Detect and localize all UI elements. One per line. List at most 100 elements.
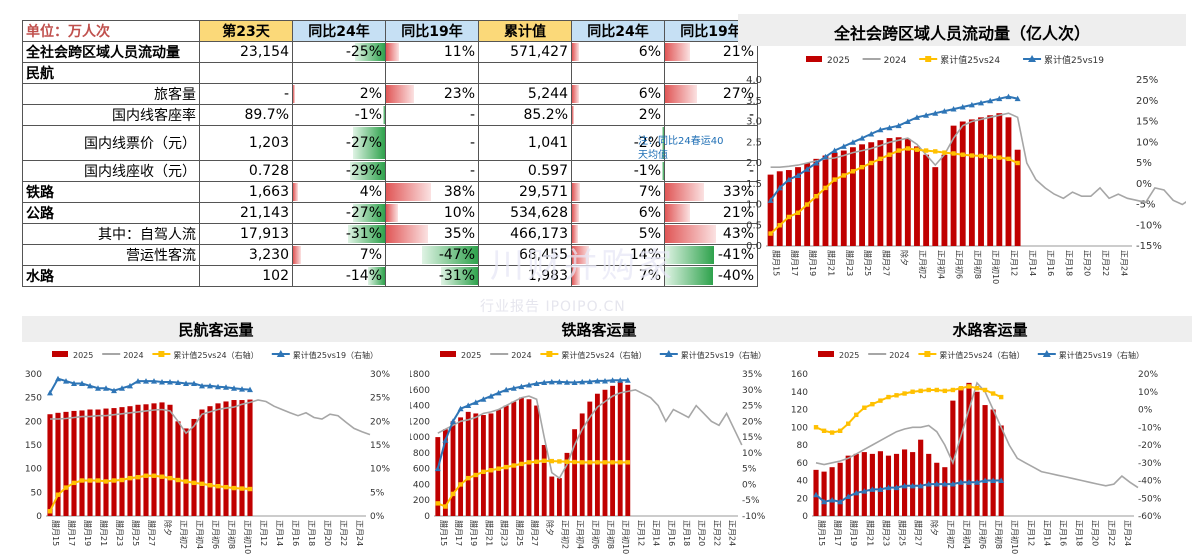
row-label: 国内线座收（元） <box>22 160 200 182</box>
bar-2025 <box>239 400 245 516</box>
bar-2025 <box>602 389 608 516</box>
x-tick: 正月初4 <box>962 520 972 549</box>
marker-vs19 <box>859 135 866 141</box>
table-cell: 0.728 <box>199 160 293 182</box>
bar-2025 <box>767 174 774 246</box>
marker-vs19 <box>901 482 908 489</box>
x-tick: 腊月27 <box>914 520 923 546</box>
bar-2025 <box>587 401 593 516</box>
cell-value: -14% <box>345 268 382 284</box>
chart-title: 水路客运量 <box>952 321 1027 339</box>
x-tick: 正月22 <box>339 520 348 546</box>
table-cell: -40% <box>664 265 758 287</box>
table-cell: 6% <box>571 202 665 224</box>
x-tick: 腊月15 <box>817 520 826 546</box>
table-cell: - <box>385 104 479 126</box>
bar-2025 <box>974 391 980 516</box>
x-tick: 正月初8 <box>606 520 616 549</box>
bar-2025 <box>877 451 884 516</box>
cell-value: 534,628 <box>510 205 568 221</box>
x-tick: 正月初8 <box>994 520 1004 549</box>
bar-2025 <box>541 445 547 516</box>
table-row: 营运性客流 3,230 7% -47% 68,455 14% -41% <box>22 244 758 266</box>
marker-yoy24 <box>951 151 956 156</box>
cell-value: 0.728 <box>248 163 289 179</box>
x-tick: 正月初6 <box>955 250 965 279</box>
table-cell: 35% <box>385 223 479 245</box>
marker-vs19 <box>909 482 916 489</box>
bar-2025 <box>518 397 524 516</box>
x-tick: 正月初4 <box>195 520 205 549</box>
table-cell: 68,455 <box>478 244 572 266</box>
marker-vs19 <box>932 110 939 116</box>
y2-tick: -60% <box>1138 512 1162 522</box>
cell-value: -40% <box>717 268 754 284</box>
data-bar <box>293 85 296 103</box>
bar-2025 <box>549 476 555 516</box>
table-cell: 10% <box>385 202 479 224</box>
col-header: 同比24年 <box>292 20 386 42</box>
marker-vs19 <box>143 378 149 384</box>
bar-2025 <box>822 155 829 246</box>
marker-yoy24 <box>63 485 69 490</box>
marker-yoy24 <box>923 148 929 153</box>
legend-label: 2024 <box>511 351 531 360</box>
data-bar <box>421 246 478 264</box>
marker-yoy24 <box>837 428 843 433</box>
y-tick: 140 <box>791 388 808 398</box>
marker-yoy24 <box>990 391 996 396</box>
x-tick: 正月初2 <box>946 520 956 549</box>
marker-yoy24 <box>933 149 938 154</box>
legend-swatch <box>818 351 834 357</box>
y-tick: 400 <box>413 480 430 490</box>
table-cell: 6% <box>571 83 665 105</box>
x-tick: 腊月25 <box>515 520 524 546</box>
bar-2025 <box>71 410 77 516</box>
table-cell: 21,143 <box>199 202 293 224</box>
marker-vs19 <box>941 108 948 114</box>
marker-yoy24 <box>969 153 975 158</box>
legend-marker <box>1028 55 1037 62</box>
bar-2025 <box>135 404 141 516</box>
marker-yoy24 <box>887 152 892 157</box>
x-tick: 正月初2 <box>918 250 928 279</box>
bar-2025 <box>914 146 920 246</box>
table-cell: 2% <box>292 83 386 105</box>
marker-vs19 <box>978 99 985 106</box>
y-tick: 120 <box>791 406 808 416</box>
table-cell: 2% <box>571 104 665 126</box>
marker-yoy24 <box>542 458 547 463</box>
marker-yoy24 <box>823 185 828 191</box>
marker-yoy24 <box>998 394 1004 400</box>
marker-vs19 <box>869 486 876 492</box>
marker-vs19 <box>175 379 181 386</box>
marker-yoy24 <box>175 477 181 483</box>
y2-tick: 25% <box>742 402 762 412</box>
col-header: 累计值 <box>478 20 572 42</box>
x-tick: 腊月23 <box>845 250 854 276</box>
title-band <box>22 316 410 342</box>
y-tick: 40 <box>797 477 809 487</box>
marker-yoy24 <box>966 384 972 389</box>
chart-title: 民航客运量 <box>178 321 253 339</box>
y2-tick: -5% <box>742 496 760 506</box>
y-tick: 3.0 <box>746 117 762 128</box>
cell-value: 5,244 <box>527 86 568 102</box>
bar-2025 <box>868 142 875 246</box>
table-cell: 7% <box>292 244 386 266</box>
x-tick: 正月24 <box>728 520 737 546</box>
y-tick: 800 <box>413 449 430 459</box>
x-tick: 正月初6 <box>591 520 601 549</box>
y-tick: 0.0 <box>746 241 762 252</box>
unit-label: 单位：万人次 <box>22 20 200 42</box>
legend-label: 2025 <box>461 351 481 360</box>
marker-yoy24 <box>47 509 53 514</box>
marker-yoy24 <box>997 155 1002 160</box>
series-line <box>50 399 371 436</box>
marker-vs19 <box>541 379 548 386</box>
marker-vs19 <box>987 97 994 104</box>
marker-yoy24 <box>960 152 965 157</box>
table-cell: 534,628 <box>478 202 572 224</box>
y2-tick: 20% <box>370 417 390 427</box>
marker-yoy24 <box>850 169 856 174</box>
